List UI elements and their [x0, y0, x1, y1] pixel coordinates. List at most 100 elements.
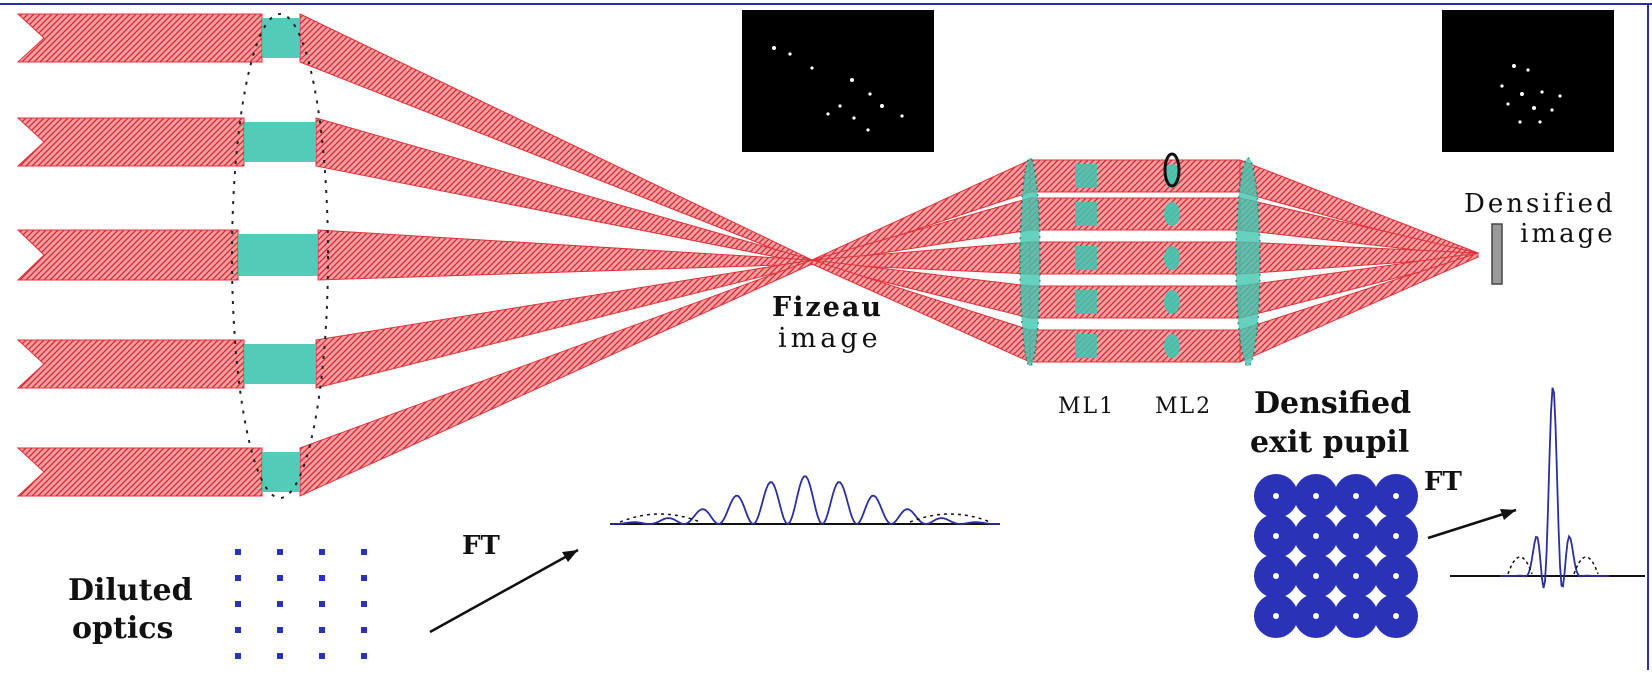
star-speckle: [1532, 106, 1536, 110]
collimator-lens: [1019, 157, 1041, 367]
star-speckle: [1520, 92, 1524, 96]
ml1-lenslet: [1075, 334, 1097, 358]
diluted-line2: optics: [72, 610, 174, 646]
ft-arrow-left: [429, 548, 579, 634]
primary-lens: [231, 13, 329, 499]
star-speckle: [866, 128, 870, 132]
incoming-beam: [16, 13, 263, 63]
star-speckle: [1538, 120, 1542, 124]
diluted-subpupil: [361, 627, 367, 633]
lens-outline: [231, 13, 329, 499]
incoming-beam: [16, 447, 263, 497]
subpupil-center: [1273, 493, 1279, 499]
diluted-subpupil: [277, 601, 283, 607]
star-speckle: [900, 114, 904, 118]
diluted-subpupil: [319, 601, 325, 607]
converging-beam: [299, 259, 813, 497]
star-speckle: [838, 104, 842, 108]
star-speckle: [1506, 102, 1510, 106]
exit-pupil-line2: exit pupil: [1250, 425, 1410, 460]
diluted-subpupil: [277, 549, 283, 555]
subpupil-center: [1313, 533, 1319, 539]
star-speckle: [880, 104, 884, 108]
subpupil-center: [1313, 493, 1319, 499]
output-beam: [1239, 252, 1479, 363]
fizeau-image-panel: [742, 10, 934, 152]
densified-beam: [1029, 329, 1241, 363]
ft-arrow-right: [1427, 508, 1517, 540]
subpupil-center: [1313, 573, 1319, 579]
densified-beam: [1029, 285, 1241, 319]
exit-pupil-line1: Densified: [1254, 386, 1412, 421]
diluted-subpupil: [361, 653, 367, 659]
diluted-subpupil: [235, 653, 241, 659]
output-lens: [1235, 157, 1261, 367]
diluted-subpupil: [361, 601, 367, 607]
lens-segment: [238, 234, 318, 276]
subpupil-center: [1393, 573, 1399, 579]
diluted-subpupil: [361, 575, 367, 581]
ft-label-left: FT: [462, 531, 500, 561]
pupil-arrays: [235, 474, 1418, 659]
subpupil-center: [1273, 573, 1279, 579]
diluted-subpupil: [319, 653, 325, 659]
star-speckle: [1518, 120, 1522, 124]
diluted-subpupil: [235, 549, 241, 555]
lens-segment: [262, 452, 300, 492]
incoming-beams: [16, 13, 813, 497]
diluted-subpupil: [235, 627, 241, 633]
star-speckle: [826, 112, 830, 116]
ft-arrowhead-left: [562, 550, 578, 562]
densifier-optics: [1019, 152, 1261, 367]
diluted-subpupil: [235, 601, 241, 607]
fizeau-label-line1: Fizeau: [772, 292, 884, 323]
fizeau-stars: [772, 46, 904, 132]
star-speckle: [850, 78, 854, 82]
ml2-lenslet: [1164, 202, 1180, 226]
ml2-label: ML2: [1155, 394, 1213, 419]
ml2-lenslet: [1164, 334, 1180, 358]
star-speckle: [1512, 64, 1516, 68]
densified-profile-curve: [1500, 387, 1610, 589]
densified-beam: [1029, 241, 1241, 275]
star-speckle: [1540, 90, 1544, 94]
ft-label-right: FT: [1424, 467, 1462, 497]
star-speckle: [1526, 68, 1530, 72]
ml1-lenslet: [1075, 202, 1097, 226]
star-speckle: [810, 66, 814, 70]
ft-arrows: [429, 508, 1517, 634]
incoming-beam: [16, 117, 245, 167]
ml2-lenslet: [1164, 290, 1180, 314]
lens-segment: [262, 18, 300, 58]
ft-arrowhead-right: [1500, 509, 1516, 520]
diluted-subpupil: [277, 575, 283, 581]
subpupil-center: [1353, 533, 1359, 539]
subpupil-center: [1393, 493, 1399, 499]
diluted-subpupil: [361, 549, 367, 555]
densified-beam: [1029, 159, 1241, 193]
diluted-sidelobes: [619, 513, 991, 523]
subpupil-center: [1353, 573, 1359, 579]
densified-image-line1: Densified: [1464, 189, 1616, 219]
lens-segment: [244, 344, 316, 384]
ml1-lenslet: [1075, 246, 1097, 270]
densified-beam: [1029, 197, 1241, 231]
subpupil-center: [1313, 613, 1319, 619]
ml1-lenslet: [1075, 290, 1097, 314]
diluted-subpupil: [277, 627, 283, 633]
star-speckle: [788, 52, 792, 56]
star-speckle: [1558, 94, 1562, 98]
densifier-beams: [811, 159, 1479, 363]
detector: [1491, 223, 1503, 285]
subpupil-center: [1393, 613, 1399, 619]
ml2-marker: [1163, 152, 1181, 188]
subpupil-center: [1353, 613, 1359, 619]
intensity-profiles: [610, 387, 1645, 589]
ml2-lenslet: [1164, 246, 1180, 270]
diluted-subpupil: [277, 653, 283, 659]
incoming-beam: [16, 339, 245, 389]
star-speckle: [1550, 108, 1554, 112]
subpupil-center: [1273, 613, 1279, 619]
star-speckle: [1500, 84, 1504, 88]
